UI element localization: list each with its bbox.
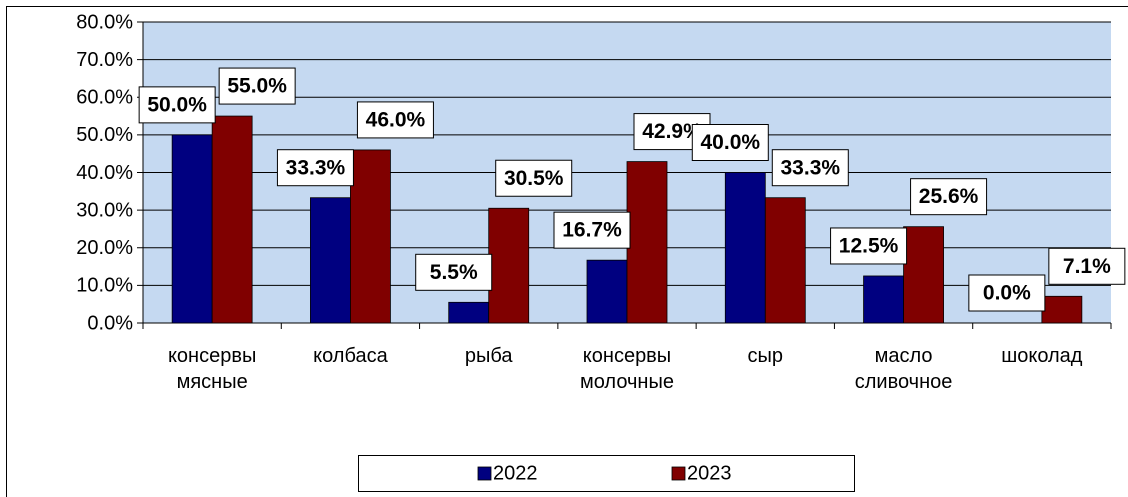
legend-label: 2023 bbox=[687, 462, 732, 484]
x-tick-label: консервы мясные bbox=[167, 345, 257, 393]
data-label-box bbox=[553, 211, 631, 249]
x-tick-label: рыба bbox=[464, 345, 513, 367]
bar bbox=[488, 207, 530, 324]
data-label: 7.1% bbox=[1063, 255, 1111, 278]
data-label-box bbox=[910, 178, 988, 216]
bar bbox=[724, 172, 766, 324]
data-label-box bbox=[968, 274, 1046, 312]
bar bbox=[586, 259, 628, 324]
data-label-box bbox=[138, 86, 216, 124]
y-tick-label: 60.0% bbox=[76, 87, 133, 109]
bar bbox=[1041, 295, 1083, 324]
y-tick-label: 10.0% bbox=[76, 275, 133, 297]
data-label: 12.5% bbox=[839, 235, 899, 258]
data-label-box bbox=[1048, 247, 1126, 285]
x-tick-label: сыр bbox=[747, 345, 784, 367]
data-label-box bbox=[830, 227, 908, 265]
data-label: 55.0% bbox=[227, 75, 287, 98]
data-label-box bbox=[495, 159, 573, 197]
data-label: 33.3% bbox=[781, 156, 841, 179]
bar bbox=[863, 275, 904, 324]
x-tick-label: колбаса bbox=[313, 345, 388, 367]
bar bbox=[310, 197, 351, 324]
x-tick-label: шоколад bbox=[1001, 345, 1083, 367]
bar bbox=[171, 134, 213, 324]
legend-swatch bbox=[671, 466, 686, 481]
y-tick-label: 30.0% bbox=[76, 199, 133, 221]
bar bbox=[211, 115, 253, 324]
data-label-box bbox=[218, 67, 296, 105]
data-label-box bbox=[276, 149, 354, 187]
legend-box bbox=[358, 455, 855, 492]
x-tick-label: масло сливочное bbox=[854, 345, 953, 393]
data-label-box bbox=[415, 253, 493, 291]
data-label: 33.3% bbox=[286, 156, 346, 179]
bar bbox=[448, 301, 490, 324]
data-label-box bbox=[691, 124, 769, 161]
y-tick-label: 40.0% bbox=[76, 162, 133, 184]
data-label: 0.0% bbox=[983, 282, 1031, 305]
bar bbox=[626, 161, 668, 324]
bar bbox=[350, 149, 391, 324]
data-label: 25.6% bbox=[919, 185, 979, 208]
bar bbox=[764, 197, 806, 324]
y-tick-label: 50.0% bbox=[76, 124, 133, 146]
data-label: 5.5% bbox=[430, 261, 478, 284]
chart-frame bbox=[6, 6, 1128, 497]
data-label: 16.7% bbox=[562, 219, 622, 242]
x-tick-label: консервы молочные bbox=[580, 345, 674, 393]
bar bbox=[903, 226, 944, 324]
data-label: 40.0% bbox=[701, 131, 761, 154]
y-tick-label: 0.0% bbox=[87, 312, 133, 334]
data-label: 50.0% bbox=[147, 93, 207, 116]
legend-swatch bbox=[477, 466, 492, 481]
y-tick-label: 20.0% bbox=[76, 237, 133, 259]
data-label-box bbox=[771, 149, 849, 187]
y-tick-label: 80.0% bbox=[76, 11, 133, 33]
y-tick-label: 70.0% bbox=[76, 49, 133, 71]
data-label-box bbox=[356, 101, 434, 139]
data-label: 30.5% bbox=[504, 167, 564, 190]
data-label: 42.9% bbox=[642, 120, 702, 143]
legend-label: 2022 bbox=[493, 462, 538, 484]
data-label: 46.0% bbox=[366, 108, 426, 131]
